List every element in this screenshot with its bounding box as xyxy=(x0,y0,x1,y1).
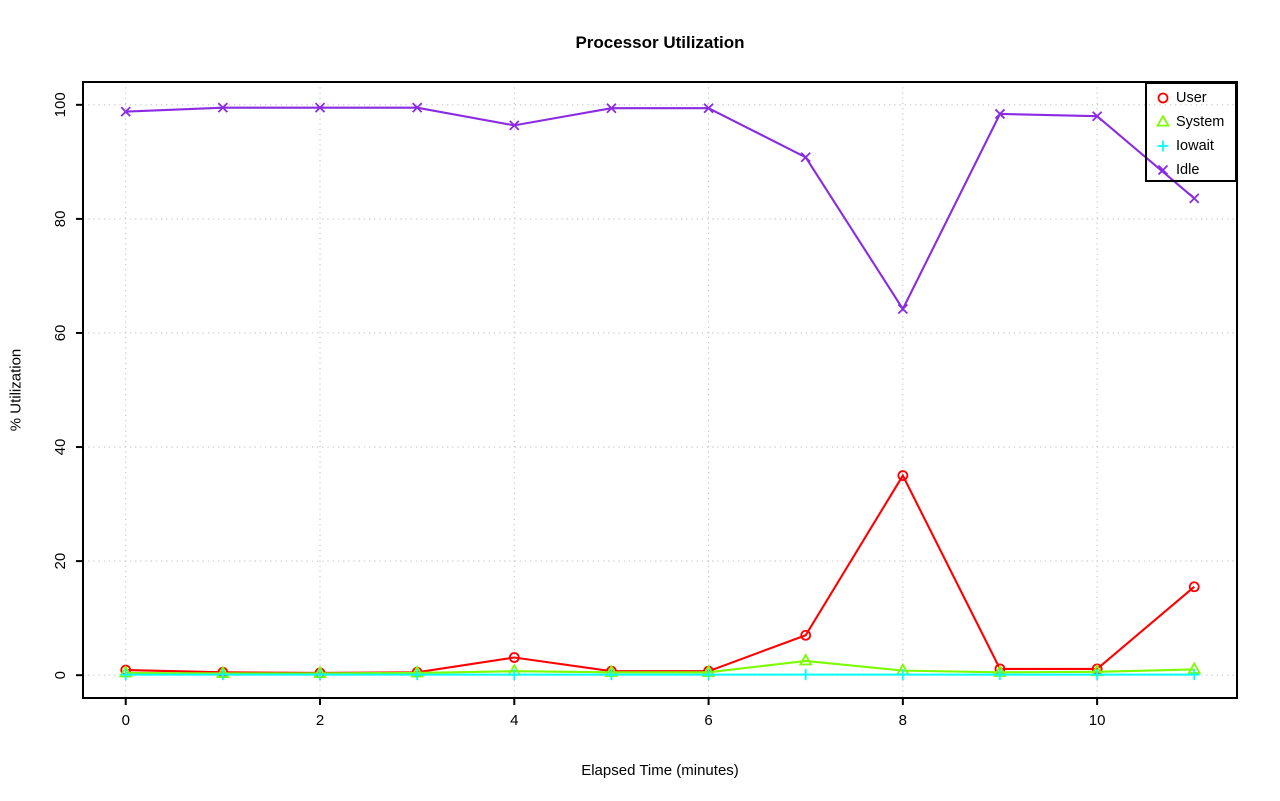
legend-item-iowait: Iowait xyxy=(1155,134,1235,158)
y-tick-label: 0 xyxy=(52,671,69,679)
legend-label-user: User xyxy=(1176,90,1207,106)
legend: User System Iowait Idle xyxy=(1145,82,1237,182)
y-tick-label: 20 xyxy=(52,553,69,570)
chart-title: Processor Utilization xyxy=(575,33,745,52)
legend-label-idle: Idle xyxy=(1176,162,1200,178)
iowait-plus-icon xyxy=(1157,140,1169,152)
legend-item-user: User xyxy=(1155,86,1235,110)
legend-item-idle: Idle xyxy=(1155,158,1235,182)
series-markers-iowait xyxy=(120,669,1200,681)
x-tick-label: 2 xyxy=(316,712,324,729)
plot-border xyxy=(82,81,1238,699)
user-circle-icon xyxy=(1157,92,1169,104)
x-tick-label: 4 xyxy=(510,712,518,729)
series-markers-idle xyxy=(120,102,1200,315)
series-markers-user xyxy=(120,470,1200,679)
legend-item-system: System xyxy=(1155,110,1235,134)
legend-label-iowait: Iowait xyxy=(1176,138,1214,154)
x-tick-label: 0 xyxy=(122,712,130,729)
y-tick-label: 40 xyxy=(52,439,69,456)
x-axis-title: Elapsed Time (minutes) xyxy=(581,762,739,779)
x-tick-label: 8 xyxy=(899,712,907,729)
system-triangle-icon xyxy=(1156,114,1170,127)
legend-label-system: System xyxy=(1176,114,1225,130)
y-axis-title: % Utilization xyxy=(7,348,25,432)
series-line-idle xyxy=(125,106,1195,312)
series-line-user xyxy=(125,473,1195,674)
y-tick-label: 60 xyxy=(52,325,69,342)
idle-x-icon xyxy=(1157,164,1169,176)
grid-layer xyxy=(83,82,1237,698)
series-line-system xyxy=(125,659,1195,675)
y-tick-label: 80 xyxy=(52,211,69,228)
x-tick-label: 6 xyxy=(704,712,712,729)
x-tick-label: 10 xyxy=(1089,712,1106,729)
axes-layer xyxy=(76,81,1238,705)
y-tick-label: 100 xyxy=(52,92,69,117)
